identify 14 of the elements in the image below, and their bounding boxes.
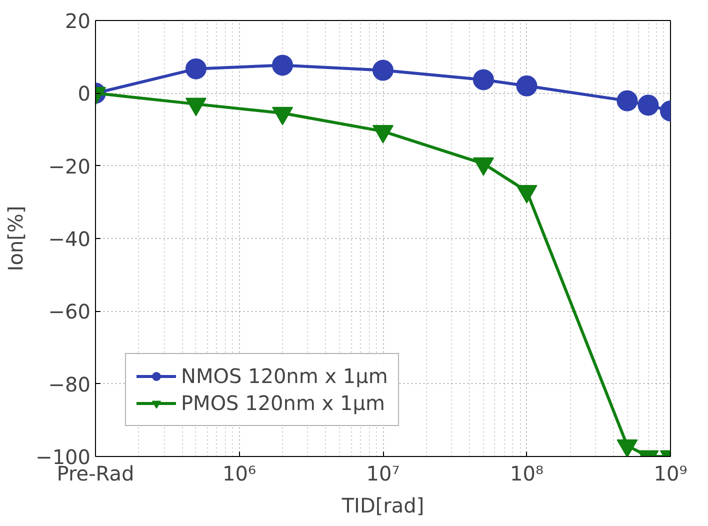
legend-label: PMOS 120nm x 1µm — [181, 391, 385, 415]
x-tick-label: 10⁶ — [222, 462, 256, 486]
x-axis-title: TID[rad] — [340, 494, 424, 518]
y-tick-label: −40 — [48, 227, 91, 251]
y-tick-label: −60 — [48, 300, 91, 324]
y-tick-label: −80 — [48, 372, 91, 396]
x-tick-label: 10⁹ — [654, 462, 688, 486]
y-tick-label: 20 — [65, 9, 91, 33]
y-tick-label: −20 — [48, 154, 91, 178]
x-tick-label: 10⁷ — [366, 462, 400, 486]
y-axis-title: Ion[%] — [4, 206, 28, 272]
y-tick-label: 0 — [78, 82, 91, 106]
x-tick-label: 10⁸ — [510, 462, 544, 486]
legend-label: NMOS 120nm x 1µm — [181, 364, 388, 388]
